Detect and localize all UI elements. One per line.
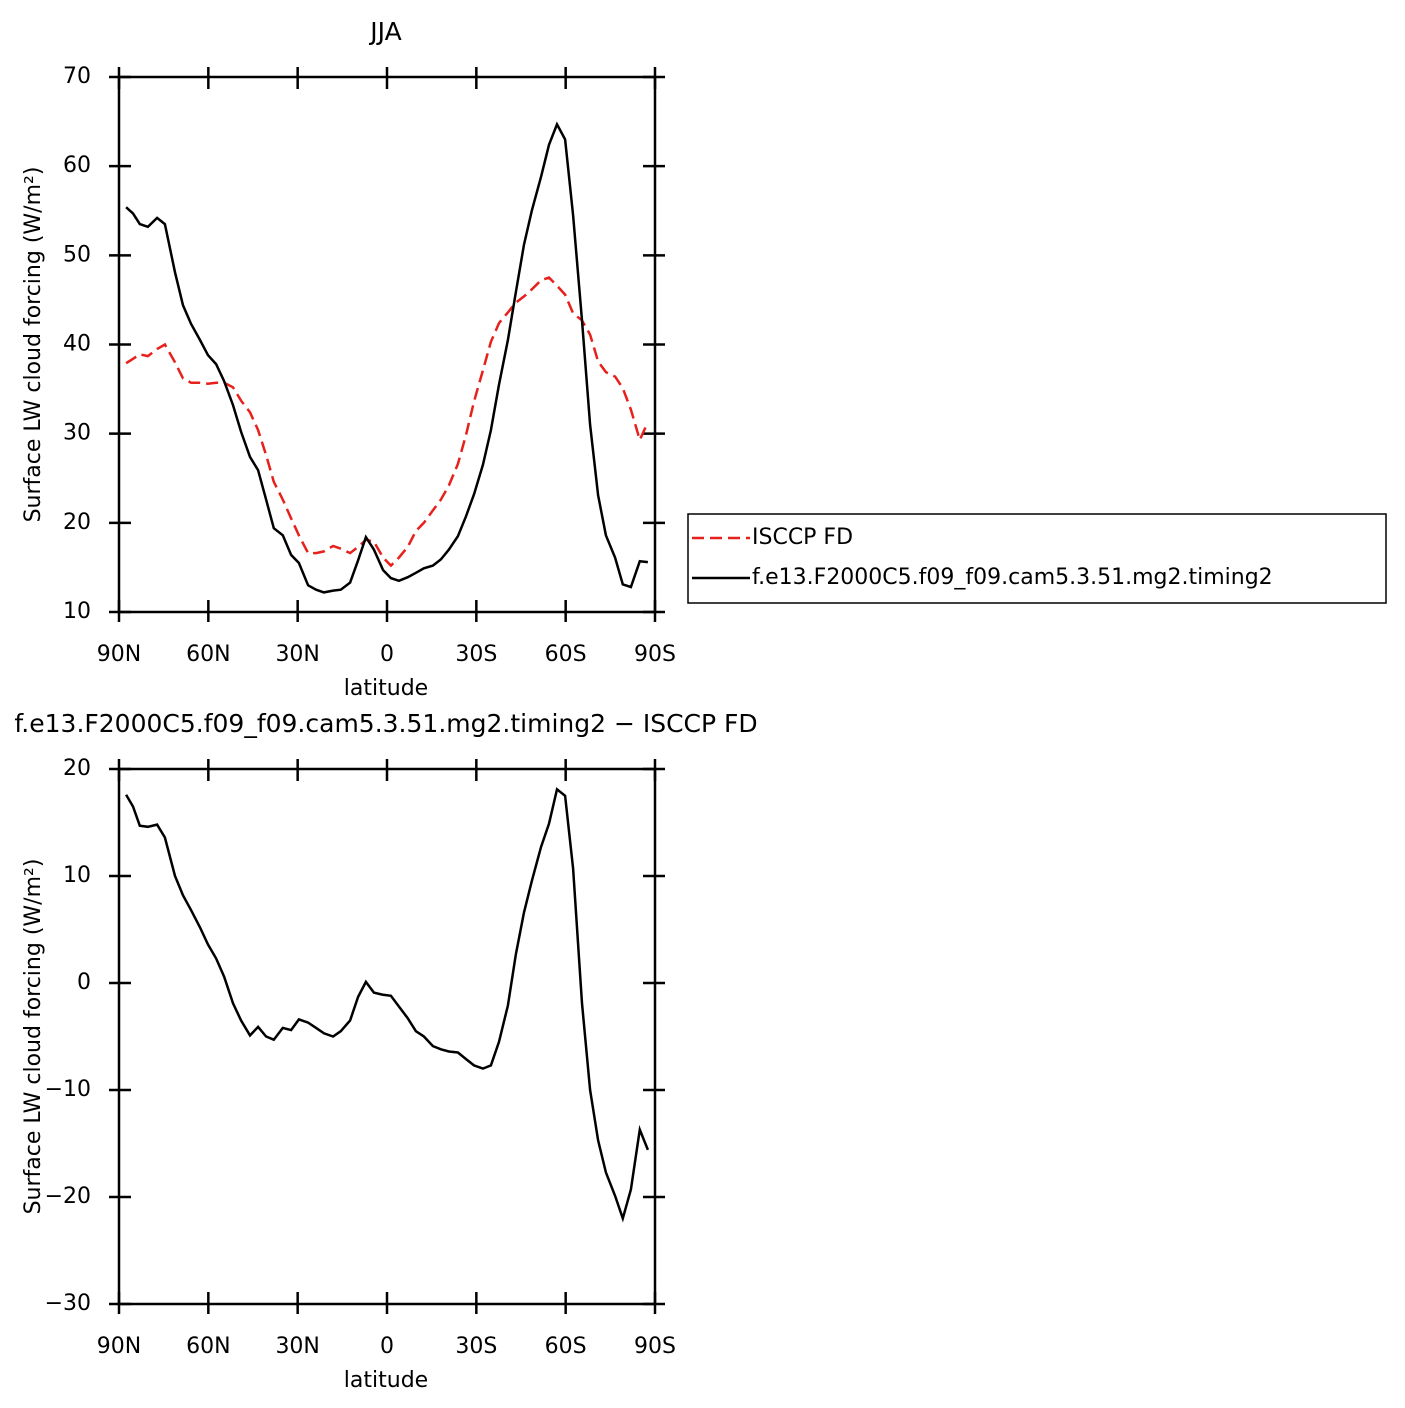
y-axis-label: Surface LW cloud forcing (W/m²) [21,859,46,1215]
y-tick-label: 40 [63,332,91,357]
x-tick-label: 60S [545,642,587,667]
x-tick-label: 0 [380,642,394,667]
data-line [125,276,650,568]
x-tick-label: 30N [275,1334,319,1359]
legend-box [687,513,1387,604]
x-tick-label: 0 [380,1334,394,1359]
y-tick-label: −30 [45,1291,91,1316]
legend-label: f.e13.F2000C5.f09_f09.cam5.3.51.mg2.timi… [752,565,1273,590]
y-tick-label: 60 [63,153,91,178]
x-tick-label: 90N [97,642,141,667]
x-tick-label: 60S [545,1334,587,1359]
y-tick-label: 0 [77,970,91,995]
plot-frame [117,75,657,614]
x-tick-label: 30S [455,642,497,667]
y-tick-label: 10 [63,599,91,624]
y-tick-label: −10 [45,1077,91,1102]
y-tick-label: 20 [63,510,91,535]
legend-label: ISCCP FD [752,525,853,550]
x-tick-label: 60N [186,1334,230,1359]
data-line [125,787,650,1223]
x-axis-label: latitude [344,676,428,701]
y-tick-label: 50 [63,242,91,267]
x-tick-label: 90S [634,642,676,667]
data-line [125,121,649,594]
y-tick-label: 10 [63,863,91,888]
y-tick-label: −20 [45,1184,91,1209]
x-tick-label: 60N [186,642,230,667]
y-tick-label: 20 [63,756,91,781]
x-tick-label: 30S [455,1334,497,1359]
plot-frame [117,767,657,1306]
y-axis-label: Surface LW cloud forcing (W/m²) [21,167,46,523]
chart-title: JJA [368,17,401,46]
x-tick-label: 90N [97,1334,141,1359]
x-tick-label: 30N [275,642,319,667]
y-tick-label: 30 [63,421,91,446]
y-tick-label: 70 [63,64,91,89]
x-tick-label: 90S [634,1334,676,1359]
chart-title: f.e13.F2000C5.f09_f09.cam5.3.51.mg2.timi… [14,709,757,738]
x-axis-label: latitude [344,1368,428,1393]
